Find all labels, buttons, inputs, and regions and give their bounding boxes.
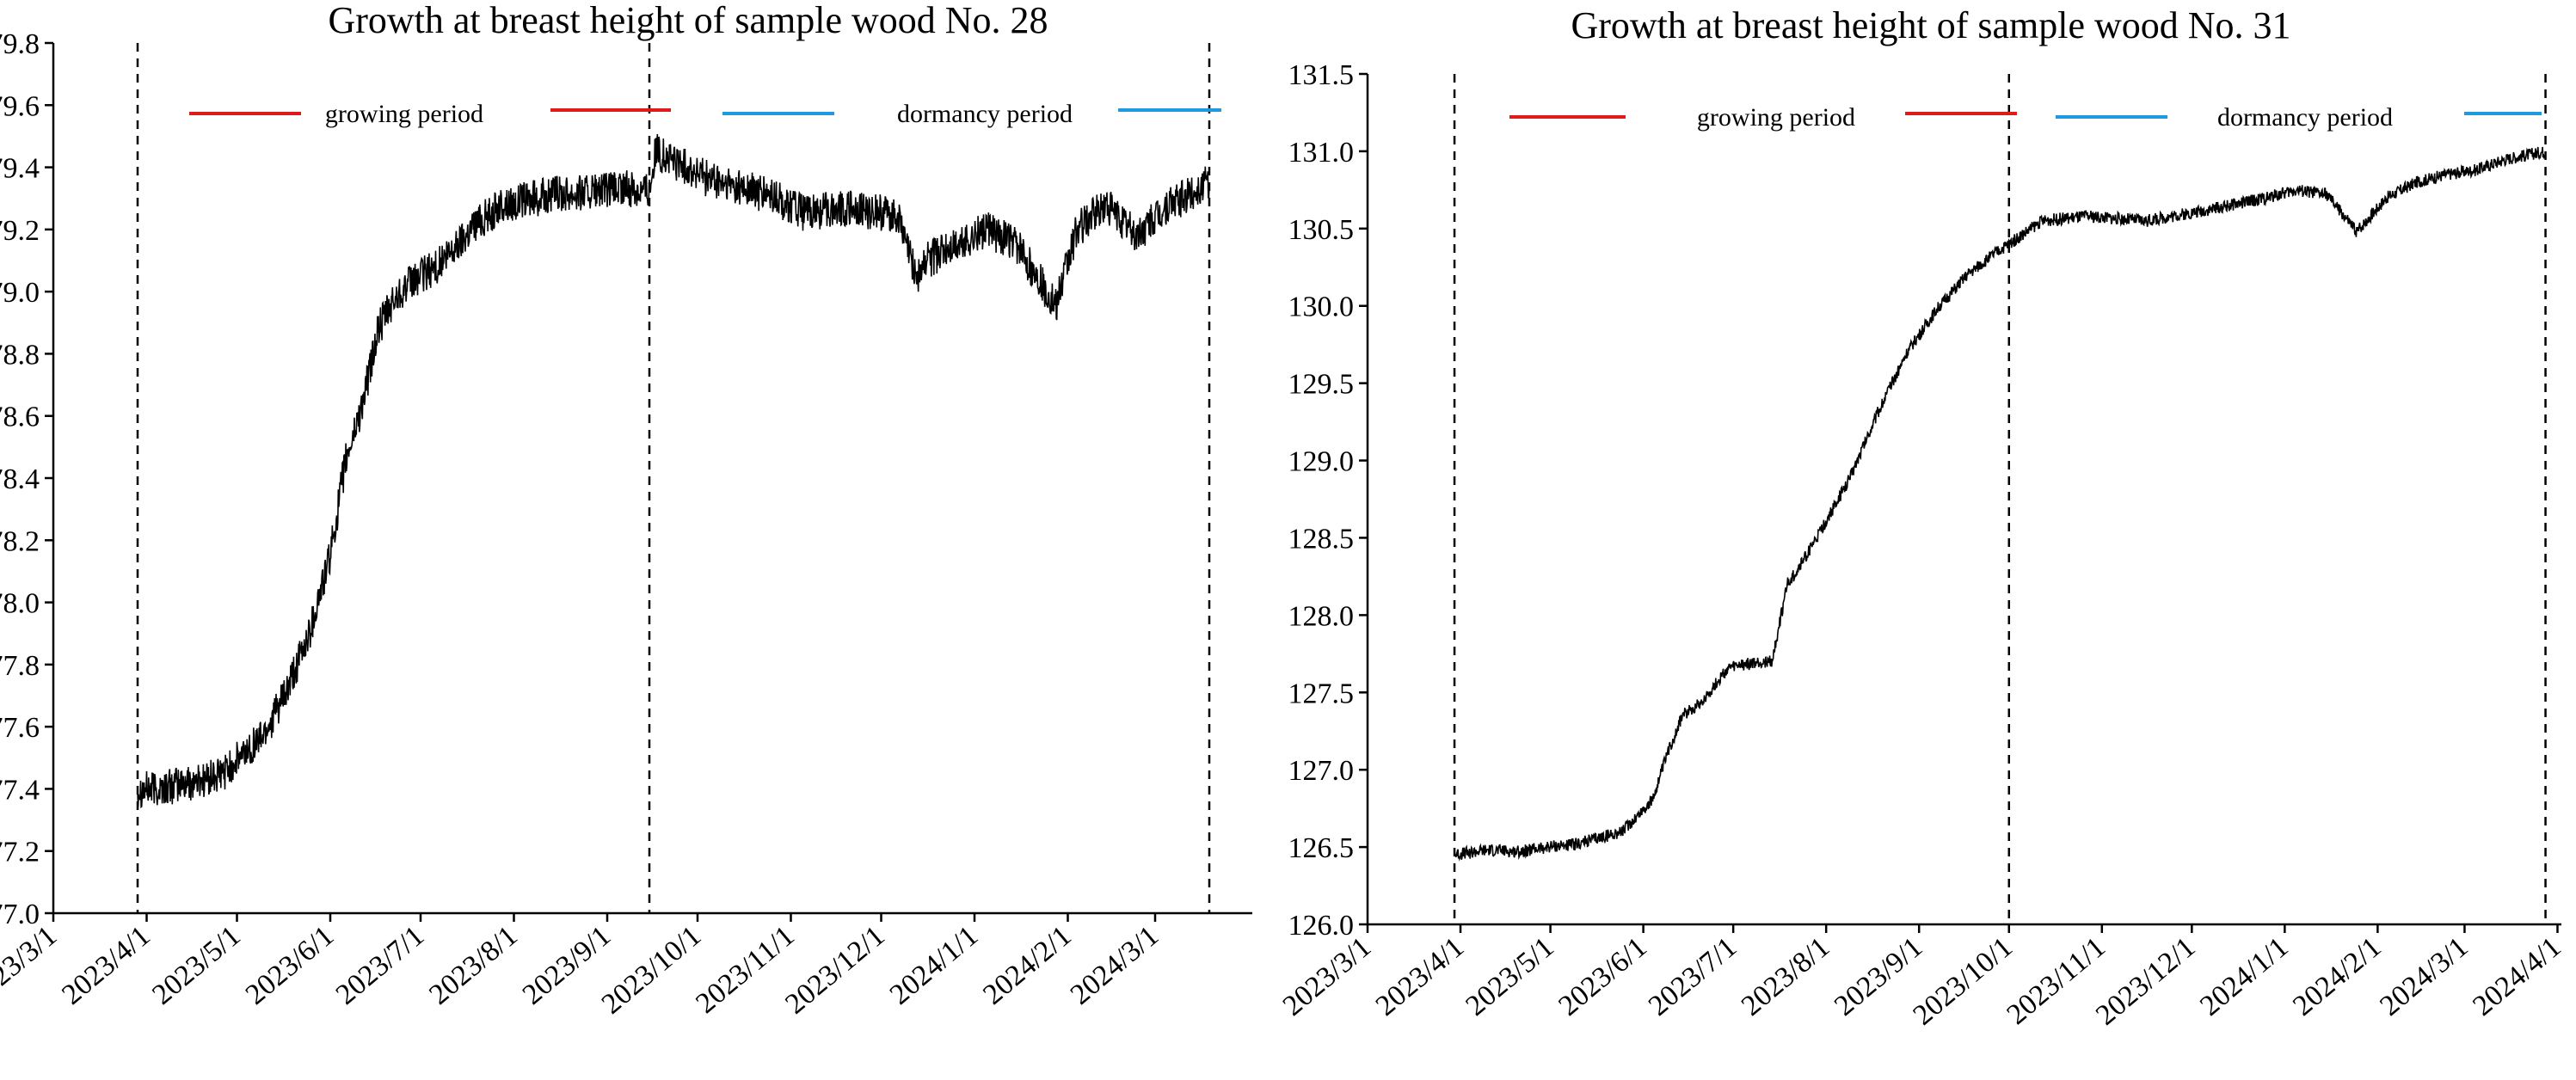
legend-label: dormancy period	[897, 100, 1073, 128]
y-tick-label: 79.8	[0, 28, 40, 60]
y-tick-label: 78.6	[0, 402, 40, 433]
x-tick-label: 2023/8/1	[423, 920, 523, 1011]
y-tick-label: 77.4	[0, 774, 40, 806]
y-tick-label: 129.5	[1288, 369, 1355, 401]
x-tick-label: 2023/5/1	[1460, 931, 1559, 1022]
y-tick-label: 126.5	[1288, 832, 1355, 864]
x-tick-label: 2023/10/1	[1907, 931, 2018, 1032]
y-tick-label: 79.2	[0, 215, 40, 247]
x-tick-label: 2023/12/1	[779, 920, 890, 1021]
y-tick-label: 78.4	[0, 463, 40, 495]
x-tick-label: 2023/5/1	[146, 920, 246, 1011]
y-tick-label: 77.8	[0, 650, 40, 682]
x-tick-label: 2024/2/1	[2287, 931, 2387, 1022]
y-tick-label: 127.5	[1288, 678, 1355, 709]
x-tick-label: 2024/3/1	[2374, 931, 2474, 1022]
y-tick-label: 78.2	[0, 525, 40, 557]
y-tick-label: 126.0	[1288, 910, 1355, 942]
legend-label: growing period	[325, 100, 483, 128]
x-tick-label: 2023/10/1	[596, 920, 707, 1021]
y-tick-label: 79.4	[0, 153, 40, 185]
x-tick-label: 2024/1/1	[2194, 931, 2294, 1022]
x-tick-label: 2024/3/1	[1065, 920, 1165, 1011]
y-tick-label: 130.5	[1288, 214, 1355, 246]
y-tick-label: 77.6	[0, 712, 40, 744]
y-tick-label: 128.5	[1288, 523, 1355, 555]
legend-label: growing period	[1697, 103, 1855, 132]
y-tick-label: 79.0	[0, 277, 40, 309]
y-tick-label: 78.0	[0, 588, 40, 620]
y-tick-label: 129.0	[1288, 446, 1355, 478]
x-tick-label: 2023/11/1	[2001, 931, 2111, 1031]
x-tick-label: 2023/7/1	[1643, 931, 1743, 1022]
x-tick-label: 2024/2/1	[977, 920, 1077, 1011]
chart-svg-28: Growth at breast height of sample wood N…	[0, 0, 1252, 1021]
x-tick-label: 2023/3/1	[1277, 931, 1377, 1022]
x-tick-label: 2023/4/1	[1370, 931, 1470, 1022]
chart-sample-31: Growth at breast height of sample wood N…	[1273, 0, 2576, 1080]
x-tick-label: 2023/12/1	[2090, 931, 2201, 1032]
data-series-line	[1454, 146, 2547, 862]
chart-svg-31: Growth at breast height of sample wood N…	[1277, 4, 2567, 1032]
x-tick-label: 2023/3/1	[0, 920, 63, 1011]
legend-label: dormancy period	[2217, 103, 2393, 132]
x-tick-label: 2023/6/1	[1552, 931, 1652, 1022]
y-tick-label: 127.0	[1288, 755, 1355, 787]
data-series-line	[137, 133, 1210, 809]
x-tick-label: 2024/4/1	[2467, 931, 2567, 1022]
y-tick-label: 131.0	[1288, 137, 1355, 169]
chart-title: Growth at breast height of sample wood N…	[328, 0, 1048, 41]
y-tick-label: 78.8	[0, 339, 40, 371]
x-tick-label: 2024/1/1	[884, 920, 984, 1011]
x-tick-label: 2023/7/1	[330, 920, 430, 1011]
chart-sample-28: Growth at breast height of sample wood N…	[0, 0, 1273, 1080]
y-tick-label: 79.6	[0, 90, 40, 122]
x-tick-label: 2023/4/1	[56, 920, 156, 1011]
y-tick-label: 128.0	[1288, 600, 1355, 632]
y-tick-label: 77.0	[0, 899, 40, 930]
x-tick-label: 2023/11/1	[690, 920, 800, 1020]
x-tick-label: 2023/6/1	[240, 920, 340, 1011]
y-tick-label: 131.5	[1288, 59, 1355, 91]
y-tick-label: 77.2	[0, 837, 40, 868]
y-tick-label: 130.0	[1288, 291, 1355, 323]
x-tick-label: 2023/8/1	[1736, 931, 1835, 1022]
chart-title: Growth at breast height of sample wood N…	[1571, 4, 2290, 46]
